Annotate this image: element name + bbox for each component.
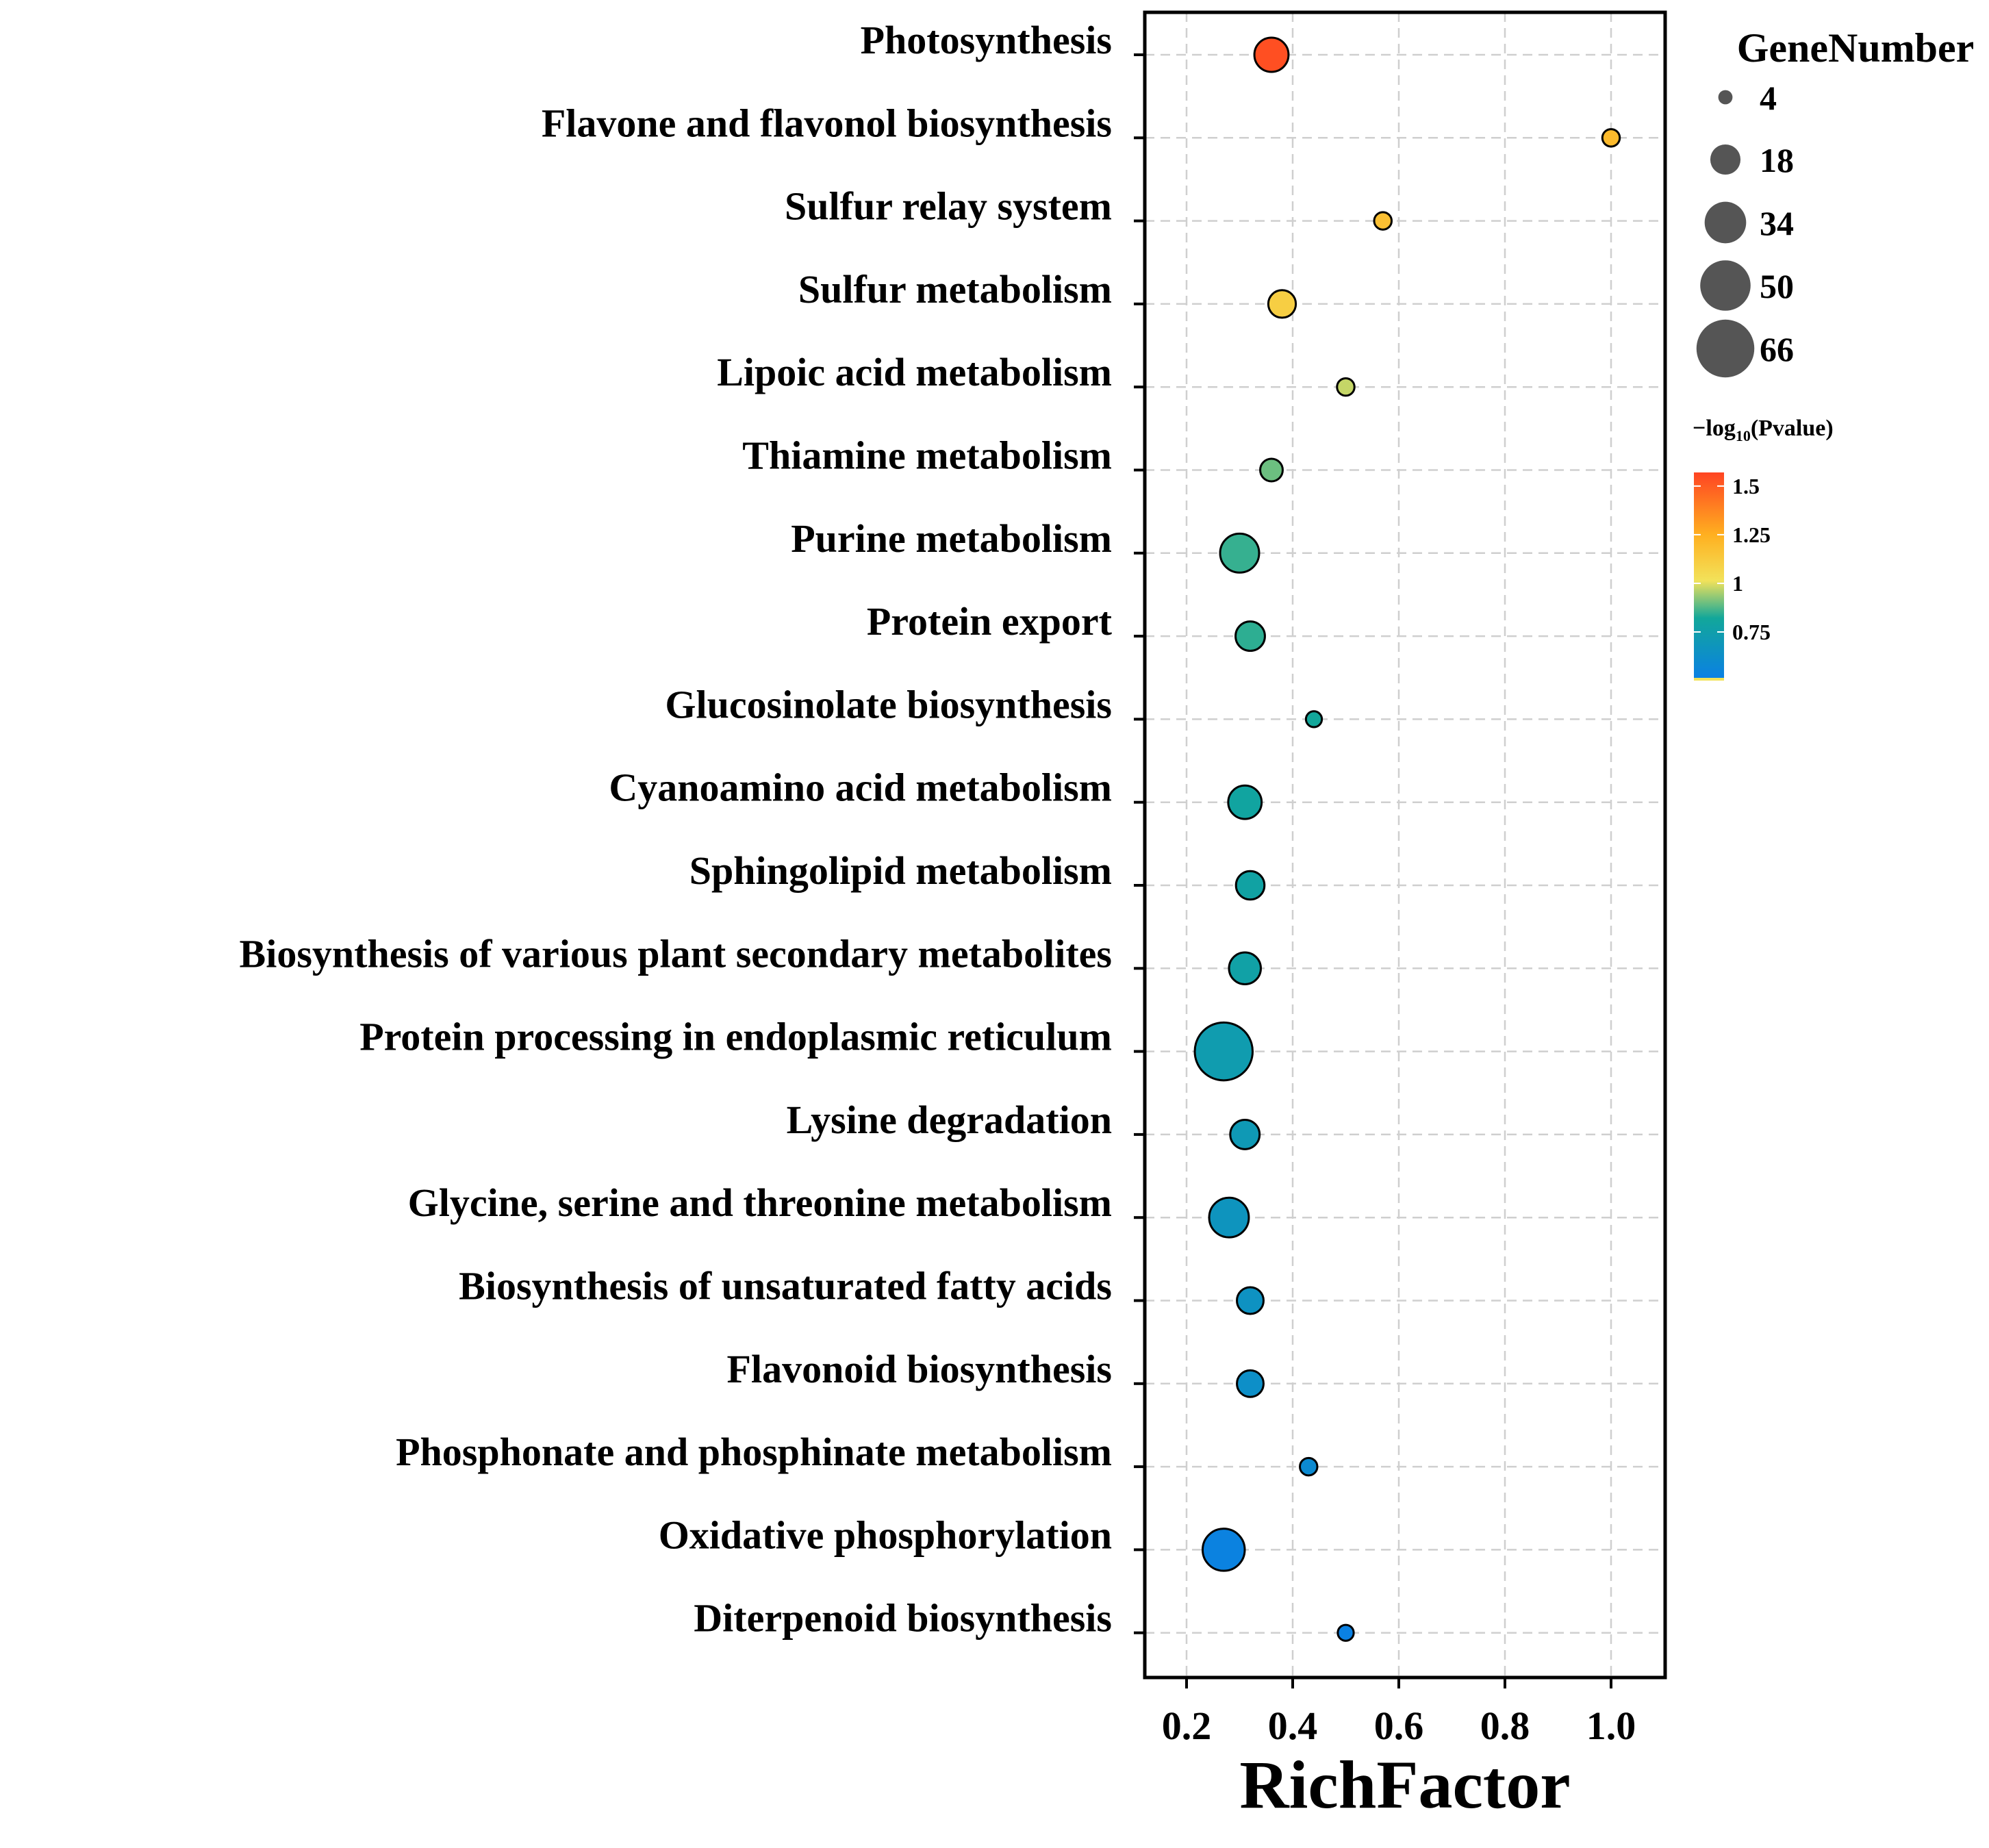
y-tick-label: Sulfur metabolism <box>798 267 1112 312</box>
data-point <box>1253 36 1290 73</box>
y-tick-label: Sphingolipid metabolism <box>689 848 1112 893</box>
y-tick-label: Lysine degradation <box>787 1098 1112 1142</box>
data-point <box>1208 1196 1250 1239</box>
colorbar-tick-label: 1 <box>1732 571 1743 596</box>
data-point <box>1219 532 1260 574</box>
data-point <box>1259 457 1284 483</box>
size-legend-marker <box>1700 260 1751 311</box>
y-tick-label: Glycine, serine and threonine metabolism <box>408 1180 1112 1225</box>
y-tick-label: Biosynthesis of unsaturated fatty acids <box>459 1264 1112 1308</box>
y-tick-label: Oxidative phosphorylation <box>659 1512 1112 1557</box>
colorbar-tick-label: 0.75 <box>1732 620 1771 644</box>
y-tick-label: Sulfur relay system <box>785 184 1112 229</box>
size-legend-marker <box>1704 201 1747 244</box>
y-tick-label: Biosynthesis of various plant secondary … <box>240 931 1112 976</box>
colorbar-tick-label: 1.5 <box>1732 474 1760 498</box>
size-legend-marker <box>1710 144 1741 175</box>
x-tick-label: 0.8 <box>1480 1704 1530 1748</box>
y-tick-label: Flavonoid biosynthesis <box>727 1347 1112 1391</box>
data-points <box>1193 36 1621 1642</box>
y-tick-label: Flavone and flavonol biosynthesis <box>542 101 1112 145</box>
color-legend: −log10(Pvalue) 1.5 1.25 1 0.75 <box>1693 416 1834 681</box>
data-point <box>1336 377 1356 397</box>
x-tick-label: 0.6 <box>1374 1704 1424 1748</box>
x-axis-ticks: 0.2 0.4 0.6 0.8 1.0 <box>1162 1678 1636 1748</box>
y-tick-label: Phosphonate and phosphinate metabolism <box>396 1430 1112 1474</box>
color-legend-title: −log10(Pvalue) <box>1693 416 1834 444</box>
y-axis-ticks <box>1134 53 1145 1634</box>
grid-lines <box>1145 12 1665 1678</box>
colorbar <box>1694 472 1724 681</box>
colorbar-end-cap <box>1694 678 1724 681</box>
data-point <box>1236 1369 1265 1398</box>
y-tick-label: Thiamine metabolism <box>742 433 1112 478</box>
data-point <box>1234 620 1266 653</box>
size-legend-label: 66 <box>1760 330 1794 368</box>
y-tick-label: Cyanoamino acid metabolism <box>609 765 1112 810</box>
y-tick-label: Photosynthesis <box>861 18 1112 62</box>
colorbar-tick-label: 1.25 <box>1732 522 1771 547</box>
size-legend-label: 4 <box>1760 79 1777 117</box>
data-point <box>1304 710 1323 729</box>
data-point <box>1267 289 1297 319</box>
size-legend-marker <box>1696 319 1755 378</box>
size-legend-label: 50 <box>1760 267 1794 305</box>
data-point <box>1229 1118 1261 1150</box>
x-axis-title: RichFactor <box>1239 1747 1570 1823</box>
y-tick-label: Purine metabolism <box>791 516 1112 561</box>
x-tick-label: 0.2 <box>1162 1704 1212 1748</box>
size-legend-label: 34 <box>1760 204 1794 242</box>
y-tick-label: Protein processing in endoplasmic reticu… <box>359 1015 1112 1059</box>
data-point <box>1601 128 1621 148</box>
data-point <box>1336 1623 1355 1642</box>
y-tick-label: Diterpenoid biosynthesis <box>694 1596 1112 1641</box>
y-axis-labels: Photosynthesis Flavone and flavonol biosy… <box>240 18 1113 1641</box>
data-point <box>1373 211 1393 231</box>
data-point <box>1228 951 1263 986</box>
y-tick-label: Protein export <box>867 599 1113 644</box>
data-point <box>1227 784 1263 820</box>
size-legend-label: 18 <box>1760 141 1794 179</box>
data-point <box>1201 1528 1246 1572</box>
y-tick-label: Glucosinolate biosynthesis <box>665 682 1112 726</box>
data-point <box>1193 1021 1254 1082</box>
y-tick-label: Lipoic acid metabolism <box>717 350 1112 394</box>
size-legend-marker <box>1718 90 1733 105</box>
size-legend: GeneNumber 4 18 34 50 66 <box>1696 25 1975 378</box>
size-legend-title: GeneNumber <box>1737 25 1975 71</box>
data-point <box>1236 1286 1265 1315</box>
x-tick-label: 1.0 <box>1586 1704 1636 1748</box>
data-point <box>1234 870 1266 901</box>
data-point <box>1299 1456 1319 1477</box>
x-tick-label: 0.4 <box>1268 1704 1318 1748</box>
plot-frame <box>1143 10 1667 1680</box>
